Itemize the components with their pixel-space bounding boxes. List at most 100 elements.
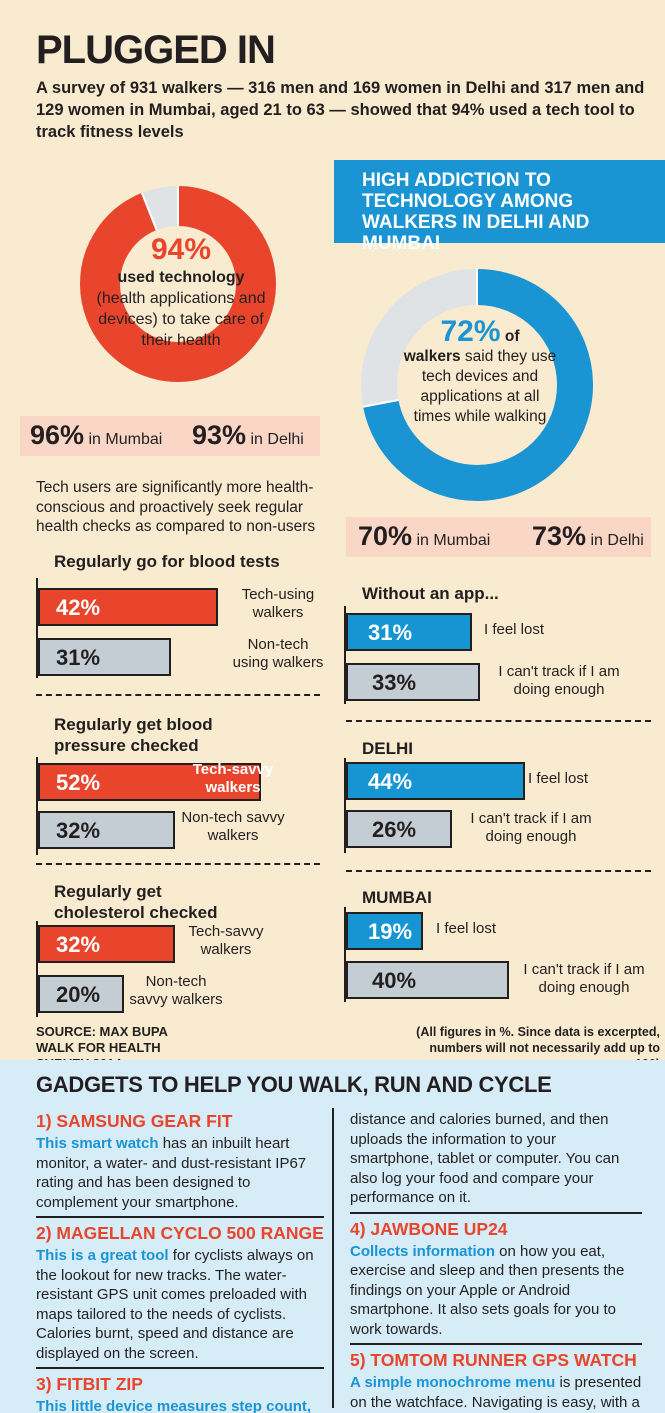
gadget-3-continued: distance and calories burned, and then u… [350, 1111, 620, 1206]
left-group-3-bar-1: 32% [38, 925, 175, 963]
right-mumbai-value: 70% [358, 521, 413, 551]
left-donut-rest: (health applications and devices) to tak… [96, 290, 266, 349]
right-group-2-heading: DELHI [362, 739, 413, 758]
left-group-3-bar-2: 20% [38, 975, 124, 1013]
left-donut-caption: 94% used technology (health applications… [86, 233, 276, 351]
gadget-2-heading: 2) MAGELLAN CYCLO 500 RANGE [36, 1223, 324, 1243]
bar-value-label: 31% [56, 645, 101, 670]
gadget-3-lead: This little device measures step count, [36, 1398, 312, 1413]
left-group-1-bar-2: 31% [38, 638, 171, 676]
left-group-2-bar-2: 32% [38, 811, 175, 849]
left-divider-2 [36, 863, 320, 865]
gadget-5-lead: A simple monochrome menu [350, 1374, 556, 1391]
left-group-3-label-1: Tech-savvy walkers [188, 923, 264, 958]
gadgets-column-divider [332, 1108, 334, 1408]
left-group-2-label-1: Tech-savvy walkers [192, 761, 274, 796]
left-group-3-axis [36, 921, 38, 1017]
bar-value-label: 19% [368, 919, 413, 944]
gadgets-left-column: 1) SAMSUNG GEAR FIT This smart watch has… [36, 1106, 324, 1413]
left-donut-slice-edge [140, 192, 158, 231]
bar-value-label: 31% [368, 620, 413, 645]
gadget-separator [350, 1343, 642, 1345]
left-donut-bold: used technology [117, 269, 245, 286]
gadget-1-text: This smart watch has an inbuilt heart mo… [36, 1134, 324, 1212]
gadget-separator [36, 1367, 324, 1369]
right-divider-2 [346, 870, 651, 872]
gadget-4-lead: Collects information [350, 1242, 496, 1260]
right-group-3-label-1: I feel lost [436, 920, 497, 937]
right-group-2-label-1: I feel lost [528, 770, 589, 787]
gadget-1-heading: 1) SAMSUNG GEAR FIT [36, 1111, 233, 1131]
left-group-2-heading: Regularly get blood pressure checked [54, 715, 213, 755]
bar-value-label: 26% [372, 817, 417, 842]
left-donut-value: 94% [150, 233, 212, 266]
right-divider-1 [346, 720, 651, 722]
gadget-4-body: on how you eat, exercise and sleep and t… [350, 1242, 625, 1338]
right-group-3-label-2: I can't track if I am doing enough [523, 961, 645, 996]
right-group-2-bar-2: 26% [346, 810, 452, 848]
bar-value-label: 20% [56, 982, 101, 1007]
gadget-3-heading: 3) FITBIT ZIP [36, 1374, 143, 1394]
gadget-2-text: This is a great tool for cyclists always… [36, 1246, 324, 1363]
left-group-1-heading: Regularly go for blood tests [54, 552, 280, 571]
gadget-2-lead: This is a great tool [36, 1247, 169, 1264]
right-mumbai-stat: 70% in Mumbai [358, 521, 490, 552]
gadget-1-lead: This smart watch [36, 1135, 159, 1152]
right-delhi-label: in Delhi [590, 532, 644, 549]
right-group-2-axis [344, 758, 346, 853]
right-donut-slice-edge [362, 399, 399, 408]
right-donut-of: of [504, 328, 520, 345]
gadget-1-body: has an inbuilt heart monitor, a water- a… [36, 1135, 307, 1211]
left-mumbai-stat: 96% in Mumbai [30, 420, 162, 451]
left-delhi-value: 93% [192, 420, 247, 450]
left-delhi-label: in Delhi [250, 431, 304, 448]
right-donut-chart [361, 269, 593, 501]
bar-value-label: 32% [56, 932, 101, 957]
left-group-2-label-2: Non-tech savvy walkers [181, 809, 285, 844]
right-donut-value: 72% [440, 315, 501, 348]
bar-value-label: 33% [372, 670, 417, 695]
left-description: Tech users are significantly more health… [36, 479, 316, 535]
right-group-3-bar-1: 19% [346, 912, 423, 950]
left-mumbai-value: 96% [30, 420, 85, 450]
left-group-1-label-1: Tech-using walkers [241, 586, 315, 621]
bar-value-label: 42% [56, 595, 101, 620]
right-section-heading: HIGH ADDICTION TO TECHNOLOGY AMONG WALKE… [334, 160, 665, 254]
left-donut-chart [80, 186, 276, 382]
right-donut-caption: 72% of walkers said they use tech device… [400, 317, 560, 427]
bar-value-label: 32% [56, 818, 101, 843]
bar-value-label: 40% [372, 968, 417, 993]
page-title: PLUGGED IN [36, 28, 276, 72]
right-group-1-bar-2: 33% [346, 663, 480, 701]
gadget-5-body: is presented on the watchface. Navigatin… [350, 1374, 642, 1411]
left-delhi-stat: 93% in Delhi [192, 420, 304, 451]
left-group-2-bar-1: 52% [38, 763, 261, 801]
gadget-separator [36, 1216, 324, 1218]
right-delhi-stat: 73% in Delhi [532, 521, 644, 552]
right-group-1-axis [344, 606, 346, 704]
right-group-2-bar-1: 44% [346, 762, 525, 800]
left-group-1-bar-1: 42% [38, 588, 218, 626]
right-group-3-axis [344, 907, 346, 1002]
right-mumbai-label: in Mumbai [416, 532, 491, 549]
gadgets-right-column: distance and calories burned, and then u… [350, 1110, 642, 1413]
page-subtitle: A survey of 931 walkers — 316 men and 16… [36, 79, 645, 141]
left-city-split: 96% in Mumbai 93% in Delhi [20, 416, 320, 456]
right-group-1-label-1: I feel lost [484, 621, 545, 638]
right-group-3-bar-2: 40% [346, 961, 509, 999]
gadget-4-text: Collects information on how you eat, exe… [350, 1242, 642, 1340]
left-group-2-axis [36, 757, 38, 855]
left-group-1-label-2: Non-tech using walkers [232, 636, 324, 671]
right-city-split: 70% in Mumbai 73% in Delhi [346, 517, 651, 557]
left-group-1-axis [36, 578, 38, 678]
gadget-4-heading: 4) JAWBONE UP24 [350, 1218, 508, 1239]
right-group-1-heading: Without an app... [362, 584, 499, 603]
gadget-5-text: A simple monochrome menu is presented on… [350, 1373, 642, 1413]
right-group-2-label-2: I can't track if I am doing enough [470, 810, 592, 845]
left-mumbai-label: in Mumbai [88, 431, 163, 448]
left-group-3-heading: Regularly get cholesterol checked [54, 882, 218, 922]
gadgets-title: GADGETS TO HELP YOU WALK, RUN AND CYCLE [36, 1072, 552, 1097]
gadget-5-heading: 5) TOMTOM RUNNER GPS WATCH [350, 1350, 637, 1370]
right-group-1-bar-1: 31% [346, 613, 472, 651]
left-divider-1 [36, 694, 320, 696]
